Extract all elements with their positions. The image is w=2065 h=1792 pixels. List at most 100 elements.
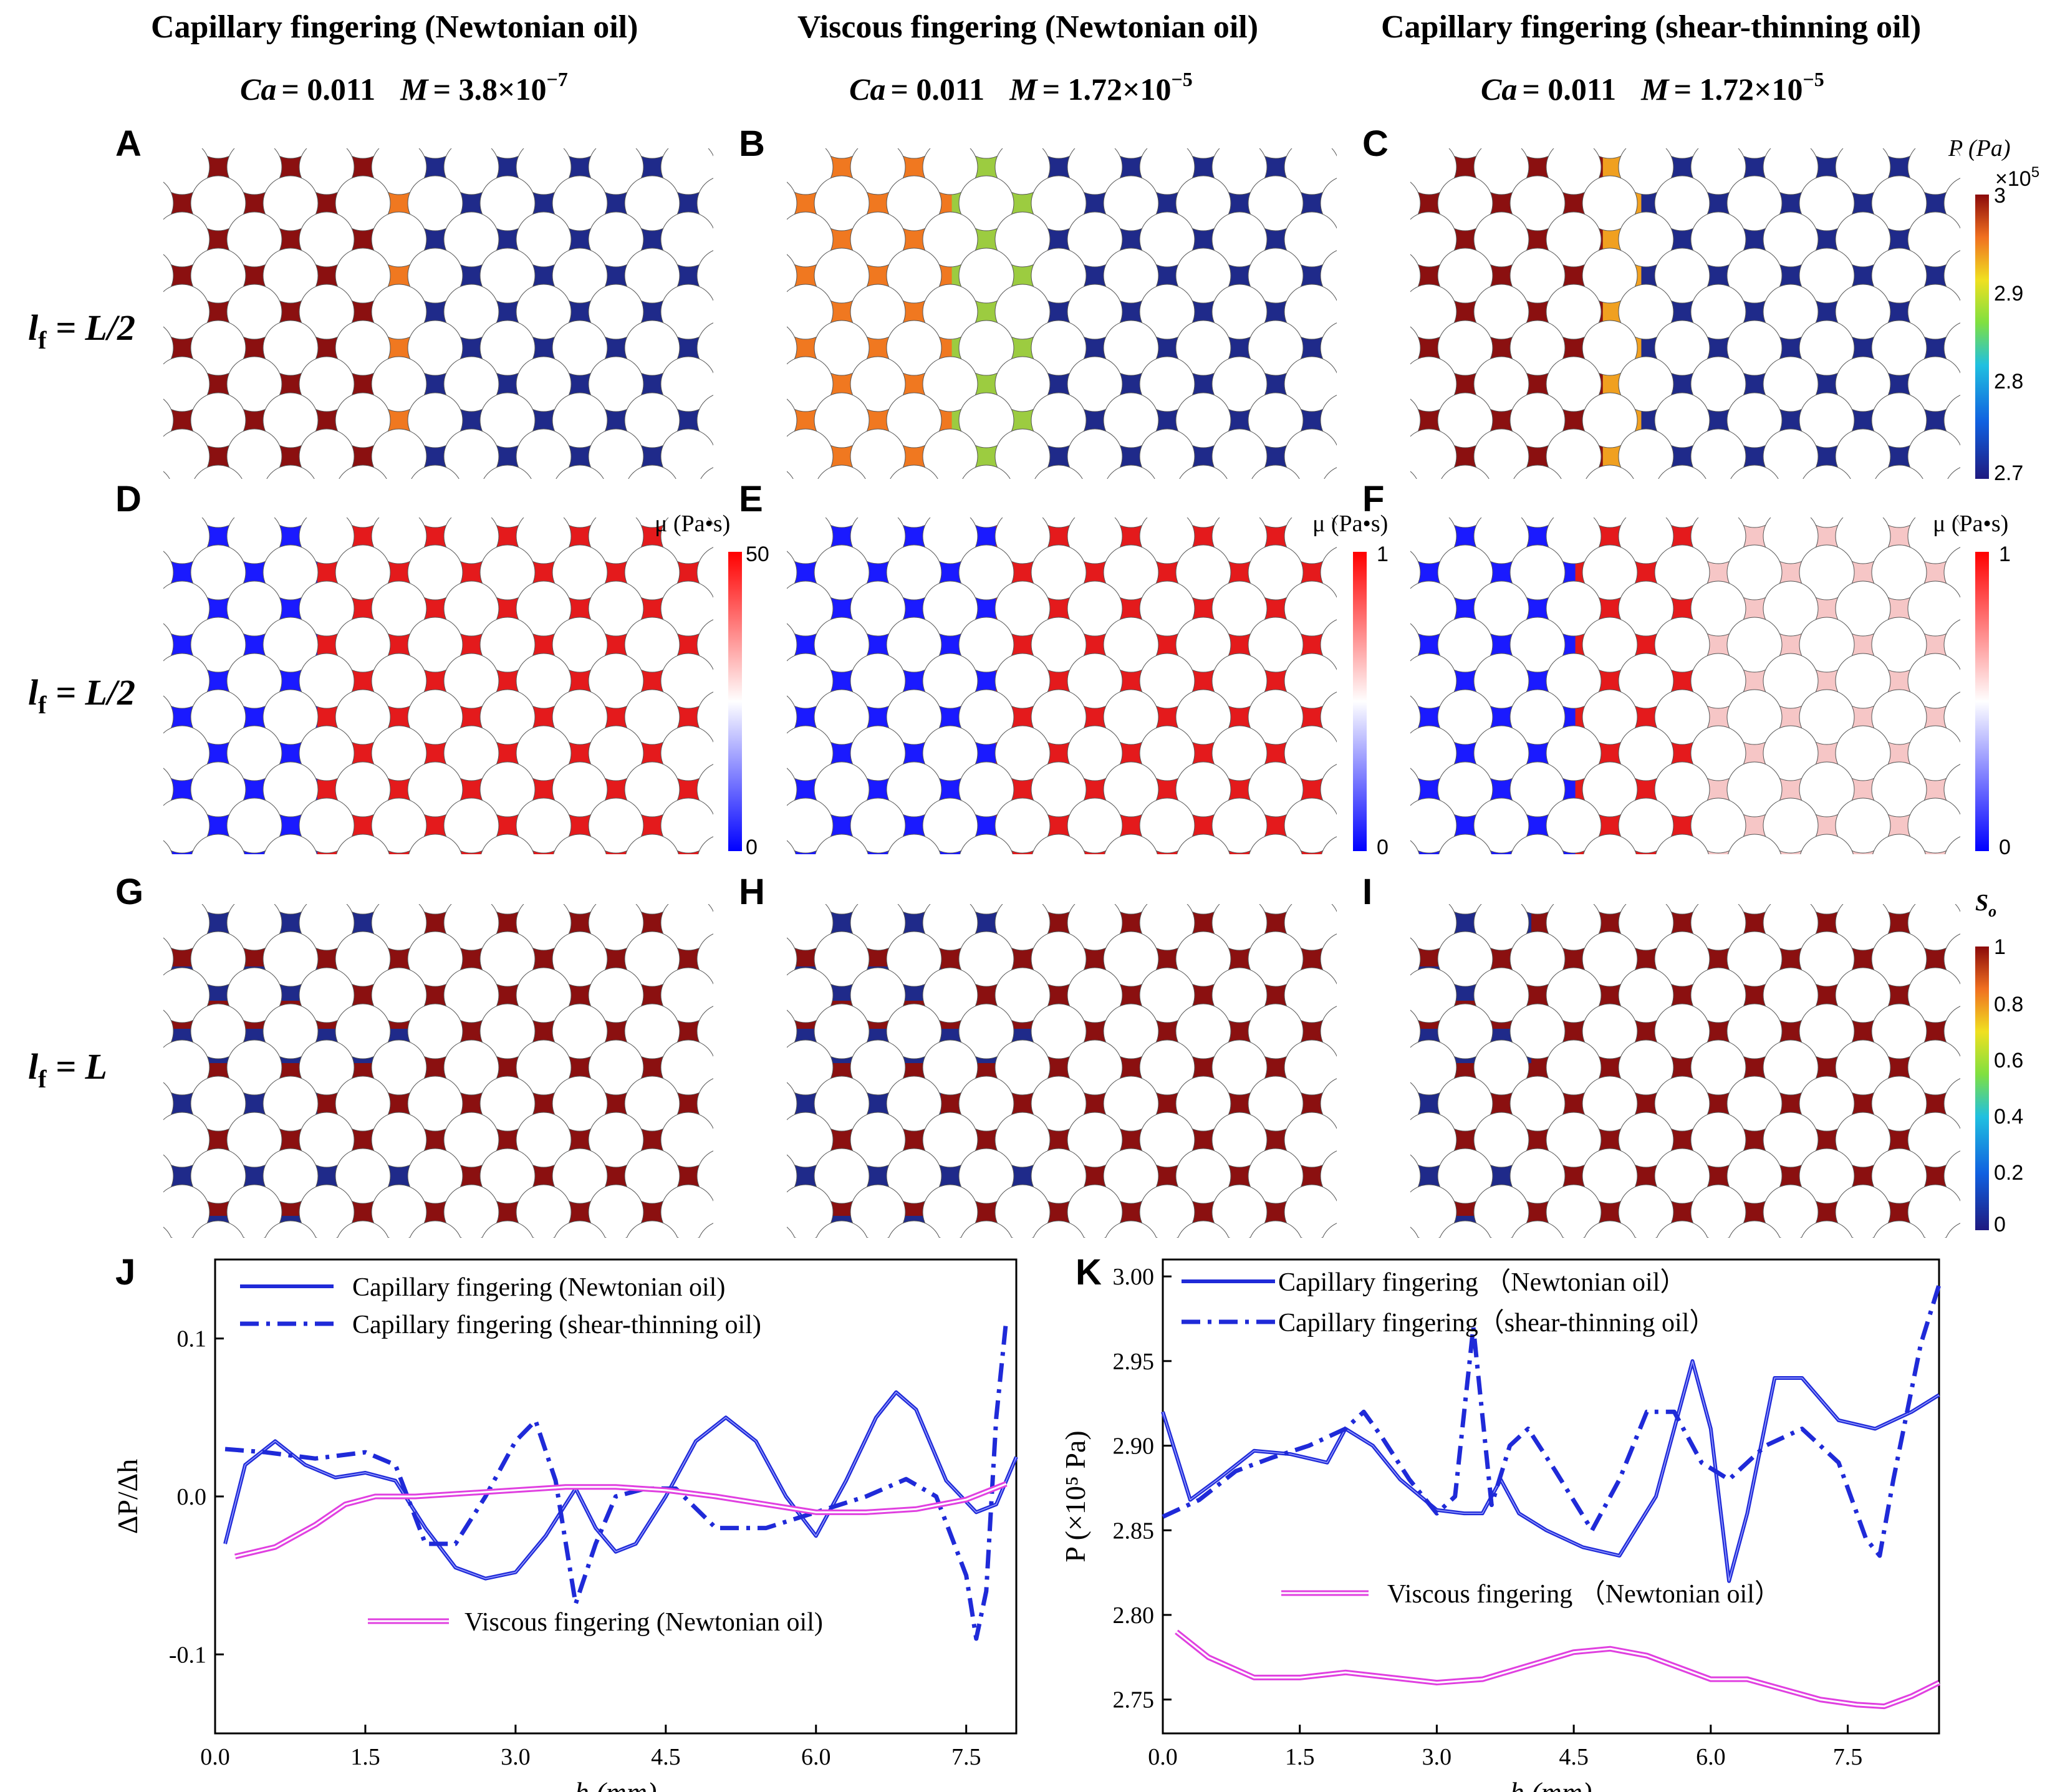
chart-K-xtick-label: 3.0 [1422,1744,1452,1770]
chart-K-series-newtonian [1161,1359,1940,1583]
col3-title: Capillary fingering (shear-thinning oil) [1381,9,1921,45]
panel-label-d: D [115,479,142,519]
colorbar-saturation: So 1 0.8 0.6 0.4 0.2 0 [1975,890,2023,1236]
chart-J-series-viscous-outer [234,1481,1008,1559]
panel-label-a: A [115,123,142,164]
colorbar-viscosity-d: μ (Pa•s) 50 0 [655,511,769,859]
chart-K-ytick-label: 2.85 [1113,1518,1155,1544]
colorbar-saturation-tick-0: 0 [1994,1213,2006,1236]
colorbar-visc-e-gradient [1353,552,1367,851]
panel-h-field [787,904,1337,1238]
colorbar-pressure-multiplier: ×105 [1995,164,2039,191]
colorbar-saturation-title: So [1975,890,1996,920]
colorbar-visc-e-tick-max: 1 [1377,542,1389,566]
panel-label-b: B [739,123,765,164]
panel-g-field [163,904,713,1238]
colorbar-visc-e-tick-min: 0 [1377,836,1389,859]
colorbar-pressure-title: P (Pa) [1948,135,2011,161]
col1-title: Capillary fingering (Newtonian oil) [151,9,638,45]
col1-subtitle: Ca = 0.011 M = 3.8×10−7 [240,68,568,107]
chart-K-xtick-label: 4.5 [1559,1744,1589,1770]
colorbar-pressure-tick-2-8: 2.8 [1994,370,2023,393]
chart-K-ytick-label: 2.90 [1113,1433,1155,1460]
colorbar-visc-d-gradient [728,552,742,851]
chart-J-series-newtonian-highlight [224,1392,1017,1579]
panel-a-field [163,148,713,479]
chart-J-ytick-label: -0.1 [169,1642,206,1668]
row3-label: lf = L [28,1046,107,1093]
chart-K-xtick-label: 6.0 [1696,1744,1726,1770]
panel-label-h: H [739,872,765,912]
panel-i-field [1410,904,1960,1238]
chart-J-xlabel: h (mm) [575,1776,657,1792]
col3-subtitle: Ca = 0.011 M = 1.72×10−5 [1481,68,1824,107]
panel-e-field [787,518,1337,854]
col2-title: Viscous fingering (Newtonian oil) [797,9,1258,45]
chart-J-ytick-label: 0.0 [177,1484,207,1510]
chart-k: 0.0 1.5 3.0 4.5 6.0 7.5 3.00 2.95 2.90 2.85 2.80 2.… [1059,1258,1942,1792]
panel-label-k: K [1076,1252,1102,1293]
colorbar-saturation-tick-0-6: 0.6 [1994,1049,2023,1072]
porous-media-panels [163,148,1960,1238]
colorbar-visc-d-tick-max: 50 [746,542,769,566]
chart-K-xlabel: h (mm) [1510,1776,1592,1792]
panel-b-field [787,148,1337,479]
chart-K-series-viscous-inner [1176,1631,1940,1708]
colorbar-pressure-tick-3: 3 [1994,184,2006,208]
chart-J-xtick-label: 1.5 [350,1744,380,1770]
chart-J-series-viscous-inner [234,1483,1007,1558]
colorbar-visc-f-tick-min: 0 [1999,836,2011,859]
colorbar-visc-e-title: μ (Pa•s) [1312,511,1388,537]
chart-K-legend-label-shear: Capillary fingering（shear-thinning oil） [1278,1309,1715,1337]
chart-K-series-viscous-outer [1175,1629,1940,1710]
chart-K-ylabel: P (×10⁵ Pa) [1059,1430,1091,1563]
chart-K-frame [1162,1258,1940,1735]
chart-K-ytick-label: 2.95 [1113,1349,1155,1375]
panel-label-g: G [115,872,143,912]
colorbar-saturation-tick-1: 1 [1994,935,2006,959]
colorbar-viscosity-f: μ (Pa•s) 1 0 [1933,511,2011,859]
panel-label-f: F [1362,479,1384,519]
chart-K-ytick-label: 2.75 [1113,1687,1155,1713]
chart-K-series-newtonian-highlight [1162,1361,1940,1582]
chart-K-ytick-label: 2.80 [1113,1602,1155,1629]
panel-label-e: E [739,479,763,519]
col2-subtitle: Ca = 0.011 M = 1.72×10−5 [849,68,1193,107]
colorbar-visc-d-tick-min: 0 [746,836,758,859]
chart-J-legend-label-shear: Capillary fingering (shear-thinning oil) [352,1311,761,1339]
chart-K-ytick-label: 3.00 [1113,1264,1155,1290]
chart-J-legend-label-newtonian: Capillary fingering (Newtonian oil) [352,1273,725,1302]
colorbar-visc-f-tick-max: 1 [1999,542,2011,566]
colorbar-pressure-gradient [1975,195,1989,479]
colorbar-saturation-tick-0-8: 0.8 [1994,993,2023,1016]
panel-letters: A B C D E F G H I J K [115,123,1389,1293]
chart-J-xtick-label: 6.0 [801,1744,831,1770]
chart-J-xtick-label: 4.5 [651,1744,681,1770]
colorbar-visc-f-gradient [1975,552,1989,851]
colorbar-viscosity-e: μ (Pa•s) 1 0 [1312,511,1389,859]
chart-J-xtick-label: 0.0 [200,1744,230,1770]
chart-K-xtick-label: 1.5 [1285,1744,1315,1770]
chart-J-series-shear-thinning [224,1319,1009,1641]
row2-label: lf = L/2 [28,672,135,719]
chart-J-legend-label-viscous: Viscous fingering (Newtonian oil) [465,1608,823,1637]
colorbar-visc-d-title: μ (Pa•s) [655,511,730,537]
colorbar-pressure-tick-2-7: 2.7 [1994,461,2023,485]
row1-label: lf = L/2 [28,307,135,354]
panel-c-field [1410,148,1960,479]
colorbar-pressure: P (Pa) ×105 3 2.9 2.8 2.7 [1948,135,2039,485]
colorbar-saturation-tick-0-2: 0.2 [1994,1161,2023,1185]
chart-K-series-shear-thinning [1162,1284,1942,1558]
chart-K-legend-label-viscous: Viscous fingering （Newtonian oil） [1387,1580,1781,1609]
row-labels: lf = L/2 lf = L/2 lf = L [28,307,135,1093]
panel-label-i: I [1362,872,1372,912]
chart-J-ytick-label: 0.1 [177,1326,207,1352]
chart-J-xtick-label: 7.5 [951,1744,981,1770]
chart-K-xtick-label: 0.0 [1148,1744,1178,1770]
panel-d-field [163,518,713,854]
chart-J-ylabel: ΔP/Δh [112,1459,143,1534]
panel-label-c: C [1362,123,1389,164]
chart-K-xtick-label: 7.5 [1833,1744,1863,1770]
chart-K-legend-label-newtonian: Capillary fingering （Newtonian oil） [1278,1268,1686,1297]
